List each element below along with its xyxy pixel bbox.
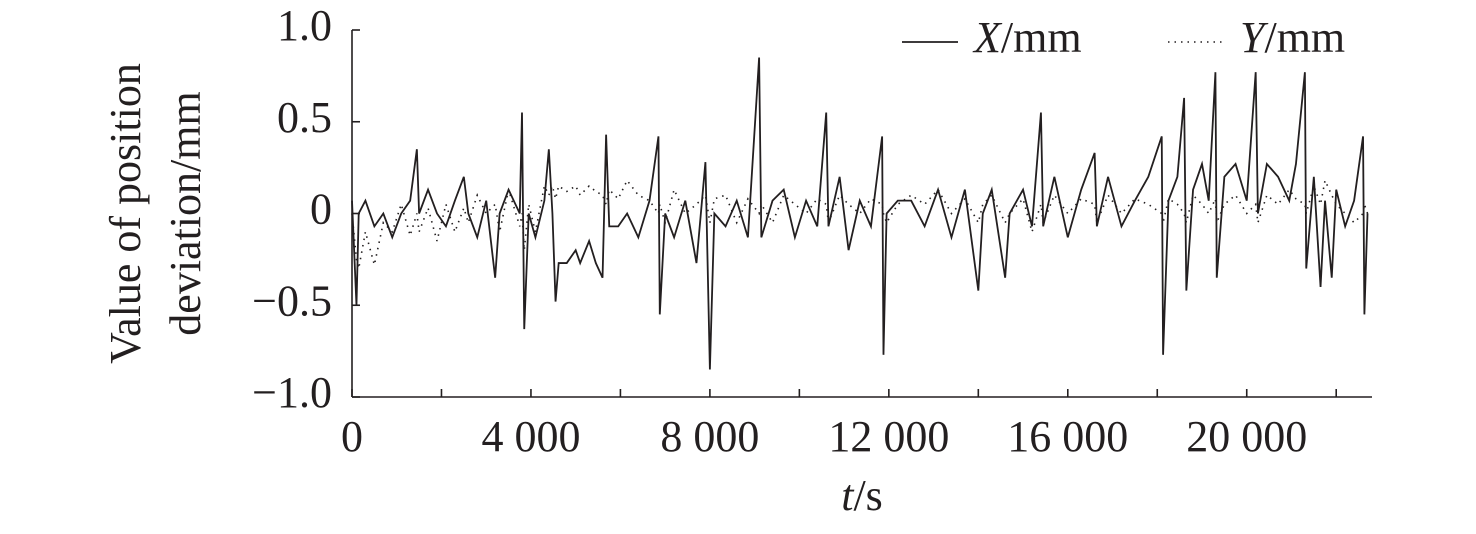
data-line — [351, 177, 1369, 269]
data-line — [351, 57, 1369, 370]
x-tick-label: 0 — [341, 412, 363, 461]
x-tick-label: 16 000 — [1007, 412, 1128, 461]
y-tick-label: 0 — [310, 185, 332, 234]
legend-label: Y/mm — [1240, 13, 1345, 62]
x-tick-label: 12 000 — [828, 412, 949, 461]
x-axis-label: t/s — [841, 471, 883, 520]
y-tick-label: −1.0 — [252, 368, 332, 417]
legend-label: X/mm — [972, 13, 1082, 62]
y-tick-label: 1.0 — [277, 1, 332, 50]
y-axis-label: deviation/mm — [161, 91, 210, 335]
y-tick-label: −0.5 — [252, 276, 332, 325]
x-tick-label: 8 000 — [660, 412, 759, 461]
y-axis-label: Value of position — [101, 63, 150, 364]
x-tick-label: 20 000 — [1186, 412, 1307, 461]
x-tick-label: 4 000 — [481, 412, 580, 461]
y-tick-label: 0.5 — [277, 93, 332, 142]
